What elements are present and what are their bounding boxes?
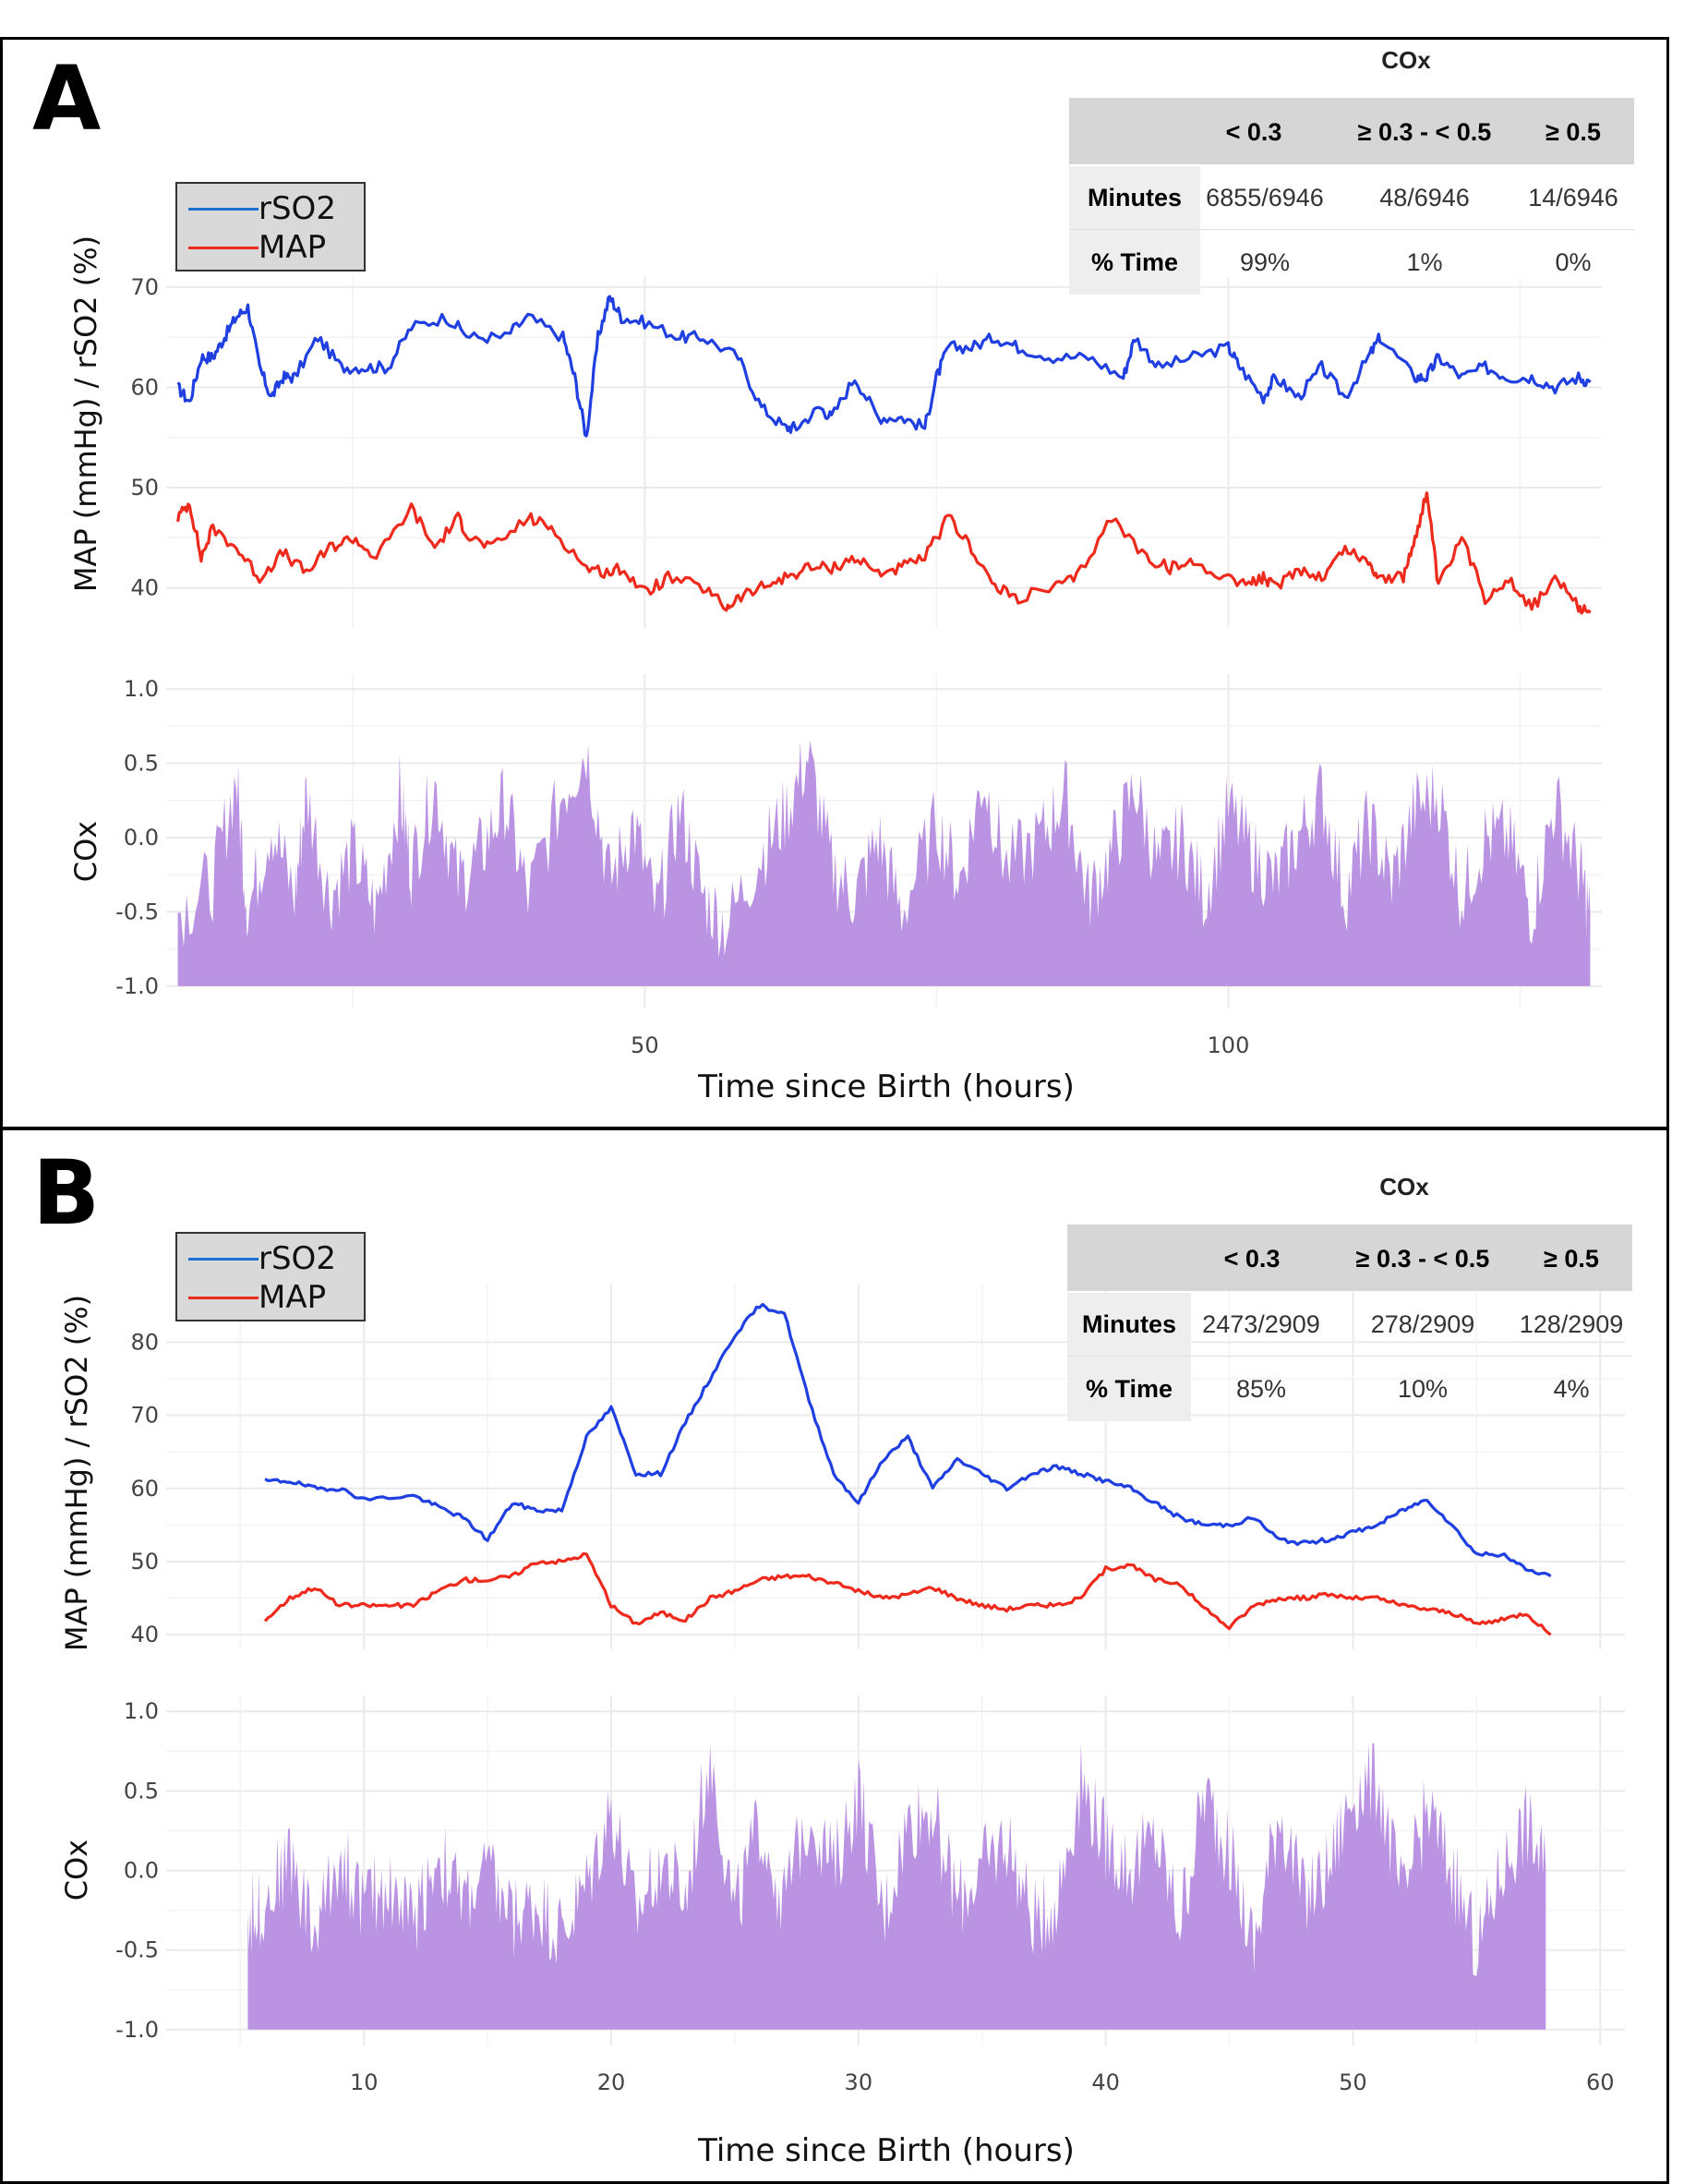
- legend-swatch-map: [188, 246, 259, 249]
- legend-swatch-map: [188, 1296, 259, 1299]
- y-tick-label: 60: [130, 374, 159, 400]
- y-tick-label: 50: [130, 1549, 159, 1575]
- y-tick-label: 70: [130, 274, 159, 300]
- table-row: Minutes 6855/6946 48/6946 14/6946: [1069, 166, 1634, 230]
- table-cell: 1%: [1406, 248, 1443, 276]
- x-tick-label: 60: [1586, 2069, 1615, 2095]
- x-tick-label: 30: [845, 2069, 873, 2095]
- legend-b: rSO2 MAP: [175, 1232, 366, 1321]
- table-header-row: < 0.3 ≥ 0.3 - < 0.5 ≥ 0.5: [1069, 98, 1634, 164]
- legend-swatch-rso2: [188, 1257, 259, 1261]
- series-line-rso2: [264, 1302, 1552, 1578]
- series-line-rso2: [176, 295, 1592, 438]
- table-cell: 2473/2909: [1202, 1310, 1320, 1338]
- y-tick-label: -1.0: [115, 973, 159, 999]
- table-header-row: < 0.3 ≥ 0.3 - < 0.5 ≥ 0.5: [1067, 1225, 1632, 1291]
- row-label: Minutes: [1067, 1293, 1191, 1356]
- legend-label: rSO2: [259, 1240, 336, 1277]
- legend-label: MAP: [259, 1279, 327, 1316]
- series-line-map: [263, 1551, 1552, 1636]
- series-area-cox: [247, 1743, 1546, 2030]
- legend-item-rso2: rSO2: [188, 190, 336, 227]
- y-tick-label: 40: [130, 1622, 159, 1647]
- x-tick-label: 40: [1091, 2069, 1120, 2095]
- y-tick-label: 0.5: [124, 751, 159, 777]
- column-header: ≥ 0.3 - < 0.5: [1357, 118, 1492, 146]
- table-cell: 128/2909: [1519, 1310, 1624, 1338]
- y-axis-label-b-bottom: COx: [59, 1840, 94, 1900]
- x-tick-label: 20: [597, 2069, 626, 2095]
- y-tick-label: 40: [130, 575, 159, 601]
- table-cell: 48/6946: [1379, 184, 1470, 211]
- x-tick-label: 50: [631, 1032, 659, 1058]
- panel-letter: A: [32, 47, 102, 151]
- y-tick-label: 1.0: [124, 1698, 159, 1724]
- y-tick-label: -0.5: [115, 899, 159, 924]
- y-tick-label: 0.5: [124, 1778, 159, 1804]
- y-axis-label-a-bottom: COx: [68, 821, 103, 882]
- column-header: ≥ 0.3 - < 0.5: [1355, 1245, 1490, 1273]
- table-title: COx: [1379, 1173, 1429, 1201]
- table-cell: 278/2909: [1370, 1310, 1475, 1338]
- y-axis-label-b-top: MAP (mmHg) / rSO2 (%): [59, 1295, 94, 1651]
- legend-swatch-rso2: [188, 207, 259, 211]
- legend-item-map: MAP: [188, 229, 327, 266]
- row-label: % Time: [1067, 1357, 1191, 1421]
- table-row: Minutes 2473/2909 278/2909 128/2909: [1067, 1293, 1632, 1357]
- column-header: < 0.3: [1225, 118, 1282, 146]
- panel-b: B: [0, 1128, 1669, 2184]
- table-cell: 99%: [1239, 248, 1291, 276]
- column-header: ≥ 0.5: [1546, 118, 1601, 146]
- x-axis-label-b: Time since Birth (hours): [697, 2132, 1075, 2169]
- y-tick-label: 80: [130, 1329, 159, 1355]
- row-label: Minutes: [1069, 166, 1200, 229]
- column-header: < 0.3: [1223, 1245, 1281, 1273]
- legend-item-map: MAP: [188, 1279, 327, 1316]
- x-tick-label: 100: [1208, 1032, 1250, 1058]
- x-tick-label: 50: [1339, 2069, 1367, 2095]
- y-tick-label: 70: [130, 1403, 159, 1429]
- table-row: % Time 85% 10% 4%: [1067, 1357, 1632, 1421]
- row-label: % Time: [1069, 230, 1200, 295]
- table-row: % Time 99% 1% 0%: [1069, 230, 1634, 295]
- panel-letter: B: [32, 1141, 101, 1245]
- table-cell: 4%: [1553, 1375, 1590, 1403]
- y-tick-label: 50: [130, 475, 159, 501]
- table-cell: 0%: [1555, 248, 1592, 276]
- legend-label: rSO2: [259, 190, 336, 227]
- x-axis-label-a: Time since Birth (hours): [697, 1068, 1075, 1105]
- y-tick-label: -1.0: [115, 2017, 159, 2043]
- column-header: ≥ 0.5: [1544, 1245, 1599, 1273]
- table-cell: 10%: [1397, 1375, 1449, 1403]
- table-cell: 14/6946: [1528, 184, 1618, 211]
- y-tick-label: 0.0: [124, 825, 159, 851]
- table-title: COx: [1381, 46, 1431, 74]
- y-tick-label: 1.0: [124, 676, 159, 702]
- series-area-cox: [177, 740, 1591, 986]
- legend-label: MAP: [259, 229, 327, 266]
- y-tick-label: -0.5: [115, 1937, 159, 1963]
- table-cell: 85%: [1235, 1375, 1287, 1403]
- legend-item-rso2: rSO2: [188, 1240, 336, 1277]
- series-line-map: [176, 491, 1592, 615]
- y-tick-label: 0.0: [124, 1858, 159, 1884]
- table-cell: 6855/6946: [1206, 184, 1324, 211]
- legend-a: rSO2 MAP: [175, 182, 366, 271]
- x-tick-label: 10: [350, 2069, 379, 2095]
- y-axis-label-a-top: MAP (mmHg) / rSO2 (%): [68, 235, 103, 592]
- y-tick-label: 60: [130, 1476, 159, 1502]
